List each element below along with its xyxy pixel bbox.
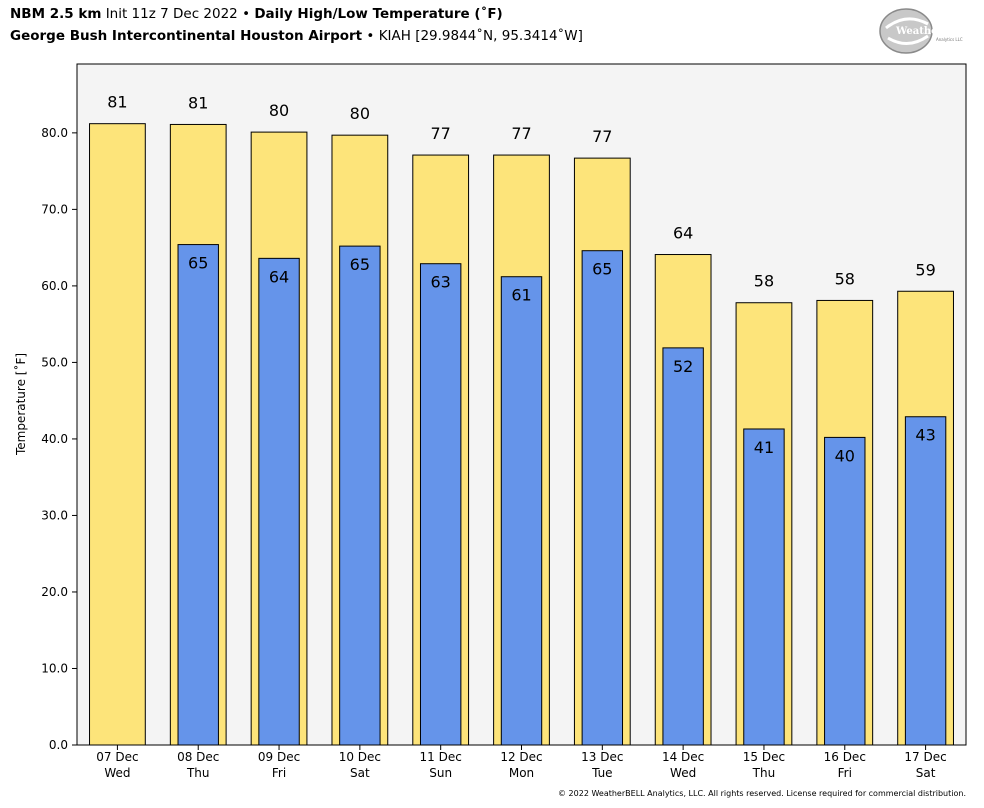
bars-layer: 81 81 65 80 64 80 65 77 63 77 61 77 65 64 52 58 41 58 40 59…	[89, 93, 954, 746]
separator: •	[366, 28, 375, 44]
x-tick-label-date: 13 Dec	[581, 750, 623, 764]
y-tick-label: 0.0	[49, 738, 68, 752]
x-tick-label-day: Tue	[591, 766, 613, 780]
low-bar	[177, 244, 219, 746]
low-bar	[743, 428, 785, 746]
x-tick-label-day: Thu	[752, 766, 776, 780]
low-bar	[500, 276, 543, 746]
product-name: Daily High/Low Temperature (˚F)	[254, 6, 503, 22]
low-value-label: 43	[915, 426, 935, 445]
low-bar	[258, 257, 300, 746]
x-tick-label-date: 09 Dec	[258, 750, 300, 764]
low-value-label: 65	[188, 254, 208, 273]
x-tick-label-date: 14 Dec	[662, 750, 704, 764]
low-value-label: 65	[592, 260, 612, 279]
x-tick-label-day: Sat	[916, 766, 936, 780]
high-value-label: 77	[511, 124, 531, 143]
x-tick-label-date: 17 Dec	[904, 750, 946, 764]
y-tick-label: 30.0	[41, 508, 68, 522]
low-bar	[824, 436, 866, 746]
model-name: NBM 2.5 km	[10, 6, 102, 22]
x-axis: 07 Dec Wed 08 Dec Thu 09 Dec Fri 10 Dec Sat 11 D…	[96, 745, 947, 780]
low-value-label: 65	[350, 255, 370, 274]
x-tick-label-day: Wed	[670, 766, 696, 780]
high-bar	[89, 123, 146, 746]
x-tick-label-day: Fri	[838, 766, 852, 780]
high-value-label: 80	[269, 101, 289, 120]
copyright-notice: © 2022 WeatherBELL Analytics, LLC. All r…	[558, 789, 966, 798]
plot-frame	[76, 63, 967, 746]
high-value-label: 64	[673, 224, 693, 243]
weatherbell-logo: WeatherBELL Analytics LLC	[879, 8, 970, 54]
low-value-label: 61	[511, 286, 531, 305]
y-tick-label: 10.0	[41, 661, 68, 675]
high-value-label: 80	[350, 104, 370, 123]
x-tick-label-date: 10 Dec	[339, 750, 381, 764]
y-tick-label: 40.0	[41, 432, 68, 446]
x-tick-label-date: 07 Dec	[96, 750, 138, 764]
x-tick-label-day: Sun	[429, 766, 452, 780]
low-value-label: 64	[269, 267, 289, 286]
high-value-label: 77	[592, 127, 612, 146]
x-tick-label-day: Fri	[272, 766, 286, 780]
x-tick-label-day: Sat	[350, 766, 370, 780]
x-tick-label-date: 15 Dec	[743, 750, 785, 764]
station-name: George Bush Intercontinental Houston Air…	[10, 28, 363, 44]
x-tick-label-day: Wed	[104, 766, 130, 780]
logo-subtext: Analytics LLC	[936, 37, 963, 42]
station-coords: KIAH [29.9844˚N, 95.3414˚W]	[378, 28, 583, 44]
high-value-label: 58	[754, 272, 774, 291]
low-bar	[339, 245, 381, 746]
low-bar	[419, 263, 462, 746]
low-bar	[662, 347, 704, 746]
y-axis: 0.0 10.0 20.0 30.0 40.0 50.0 60.0 70.0 80.0	[41, 126, 77, 752]
y-tick-label: 80.0	[41, 126, 68, 140]
low-bar	[581, 250, 624, 746]
high-value-label: 77	[431, 124, 451, 143]
low-bar	[904, 416, 947, 746]
separator: •	[242, 6, 251, 22]
high-value-label: 58	[835, 269, 855, 288]
low-value-label: 63	[431, 273, 451, 292]
logo-text: WeatherBELL	[895, 26, 970, 37]
low-value-label: 41	[754, 438, 774, 457]
x-tick-label-date: 16 Dec	[824, 750, 866, 764]
x-tick-label-date: 12 Dec	[500, 750, 542, 764]
x-tick-label-date: 08 Dec	[177, 750, 219, 764]
low-value-label: 52	[673, 357, 693, 376]
x-tick-label-day: Mon	[509, 766, 534, 780]
x-tick-label-day: Thu	[186, 766, 210, 780]
title-line-1: NBM 2.5 km Init 11z 7 Dec 2022 • Daily H…	[10, 6, 503, 22]
init-time: Init 11z 7 Dec 2022	[105, 6, 238, 22]
high-value-label: 81	[107, 93, 127, 112]
y-tick-label: 20.0	[41, 585, 68, 599]
y-tick-label: 60.0	[41, 279, 68, 293]
title-line-2: George Bush Intercontinental Houston Air…	[10, 28, 583, 44]
high-value-label: 59	[915, 260, 935, 279]
low-value-label: 40	[835, 446, 855, 465]
x-tick-label-date: 11 Dec	[420, 750, 462, 764]
y-axis-label: Temperature [˚F]	[14, 352, 28, 456]
high-value-label: 81	[188, 93, 208, 112]
y-tick-label: 50.0	[41, 355, 68, 369]
y-tick-label: 70.0	[41, 202, 68, 216]
